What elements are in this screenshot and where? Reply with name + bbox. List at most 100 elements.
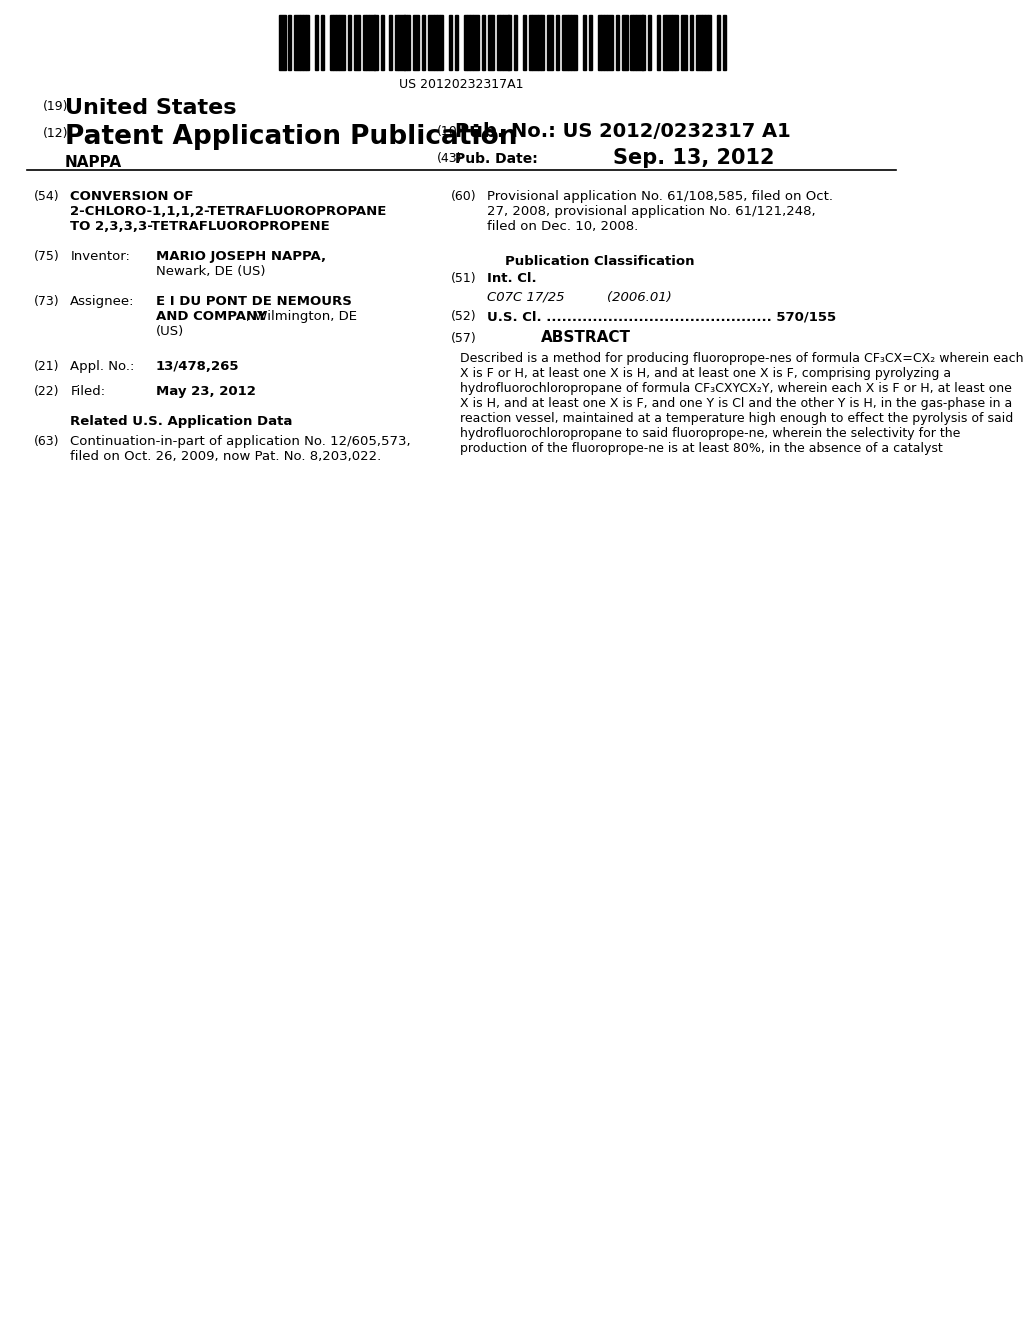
- Bar: [473, 15, 479, 70]
- Bar: [395, 15, 398, 70]
- Text: Related U.S. Application Data: Related U.S. Application Data: [71, 414, 293, 428]
- Text: (US): (US): [156, 325, 184, 338]
- Bar: [705, 15, 708, 70]
- Bar: [339, 15, 345, 70]
- Text: (54): (54): [34, 190, 59, 203]
- Text: (60): (60): [451, 190, 476, 203]
- Bar: [583, 15, 586, 70]
- Bar: [604, 15, 606, 70]
- Text: (73): (73): [34, 294, 59, 308]
- Bar: [556, 15, 559, 70]
- Text: NAPPA: NAPPA: [65, 154, 122, 170]
- Bar: [648, 15, 651, 70]
- Bar: [362, 15, 366, 70]
- Bar: [481, 15, 484, 70]
- Bar: [280, 15, 286, 70]
- Bar: [696, 15, 702, 70]
- Bar: [366, 15, 369, 70]
- Bar: [389, 15, 392, 70]
- Bar: [667, 15, 673, 70]
- Text: Newark, DE (US): Newark, DE (US): [156, 265, 265, 279]
- Bar: [541, 15, 544, 70]
- Text: May 23, 2012: May 23, 2012: [156, 385, 256, 399]
- Bar: [573, 15, 577, 70]
- Text: Sep. 13, 2012: Sep. 13, 2012: [613, 148, 774, 168]
- Text: Patent Application Publication: Patent Application Publication: [65, 124, 517, 150]
- Text: (19): (19): [43, 100, 69, 114]
- Bar: [690, 15, 693, 70]
- Text: E I DU PONT DE NEMOURS: E I DU PONT DE NEMOURS: [156, 294, 352, 308]
- Bar: [708, 15, 711, 70]
- Bar: [306, 15, 309, 70]
- Bar: [369, 15, 375, 70]
- Text: Assignee:: Assignee:: [71, 294, 135, 308]
- Text: C07C 17/25          (2006.01): C07C 17/25 (2006.01): [486, 290, 672, 304]
- Text: AND COMPANY: AND COMPANY: [156, 310, 266, 323]
- Text: 2-CHLORO-1,1,1,2-TETRAFLUOROPROPANE: 2-CHLORO-1,1,1,2-TETRAFLUOROPROPANE: [71, 205, 387, 218]
- Bar: [336, 15, 339, 70]
- Bar: [375, 15, 378, 70]
- Bar: [598, 15, 601, 70]
- Bar: [508, 15, 511, 70]
- Text: Provisional application No. 61/108,585, filed on Oct.
27, 2008, provisional appl: Provisional application No. 61/108,585, …: [486, 190, 833, 234]
- Bar: [354, 15, 359, 70]
- Text: Appl. No.:: Appl. No.:: [71, 360, 135, 374]
- Text: Filed:: Filed:: [71, 385, 105, 399]
- Bar: [642, 15, 645, 70]
- Bar: [500, 15, 503, 70]
- Text: (21): (21): [34, 360, 59, 374]
- Bar: [634, 15, 637, 70]
- Bar: [497, 15, 500, 70]
- Bar: [455, 15, 458, 70]
- Bar: [675, 15, 678, 70]
- Text: MARIO JOSEPH NAPPA,: MARIO JOSEPH NAPPA,: [156, 249, 326, 263]
- Bar: [701, 15, 705, 70]
- Text: (51): (51): [451, 272, 476, 285]
- Bar: [467, 15, 470, 70]
- Text: Described is a method for producing fluoroprope­nes of formula CF₃CX=CX₂ wherein: Described is a method for producing fluo…: [460, 352, 1023, 455]
- Text: Inventor:: Inventor:: [71, 249, 130, 263]
- Text: United States: United States: [65, 98, 237, 117]
- Bar: [404, 15, 408, 70]
- Bar: [532, 15, 539, 70]
- Bar: [717, 15, 720, 70]
- Bar: [440, 15, 443, 70]
- Text: Publication Classification: Publication Classification: [505, 255, 694, 268]
- Bar: [300, 15, 303, 70]
- Bar: [571, 15, 573, 70]
- Bar: [330, 15, 333, 70]
- Text: TO 2,3,3,3-TETRAFLUOROPROPENE: TO 2,3,3,3-TETRAFLUOROPROPENE: [71, 220, 330, 234]
- Bar: [449, 15, 452, 70]
- Bar: [414, 15, 420, 70]
- Text: 13/478,265: 13/478,265: [156, 360, 240, 374]
- Bar: [606, 15, 612, 70]
- Bar: [470, 15, 473, 70]
- Text: (63): (63): [34, 436, 59, 447]
- Bar: [681, 15, 687, 70]
- Bar: [294, 15, 300, 70]
- Bar: [672, 15, 675, 70]
- Text: (10): (10): [437, 125, 463, 139]
- Bar: [547, 15, 553, 70]
- Bar: [538, 15, 541, 70]
- Text: US 20120232317A1: US 20120232317A1: [399, 78, 524, 91]
- Bar: [664, 15, 667, 70]
- Bar: [562, 15, 568, 70]
- Text: Pub. No.: US 2012/0232317 A1: Pub. No.: US 2012/0232317 A1: [456, 121, 792, 141]
- Bar: [381, 15, 384, 70]
- Bar: [503, 15, 509, 70]
- Text: Int. Cl.: Int. Cl.: [486, 272, 537, 285]
- Bar: [622, 15, 628, 70]
- Bar: [723, 15, 726, 70]
- Text: (43): (43): [437, 152, 463, 165]
- Text: Pub. Date:: Pub. Date:: [456, 152, 538, 166]
- Text: ABSTRACT: ABSTRACT: [541, 330, 631, 345]
- Text: U.S. Cl. ............................................ 570/155: U.S. Cl. ...............................…: [486, 310, 836, 323]
- Bar: [398, 15, 404, 70]
- Bar: [428, 15, 434, 70]
- Bar: [315, 15, 318, 70]
- Bar: [434, 15, 437, 70]
- Bar: [523, 15, 526, 70]
- Bar: [333, 15, 336, 70]
- Bar: [589, 15, 592, 70]
